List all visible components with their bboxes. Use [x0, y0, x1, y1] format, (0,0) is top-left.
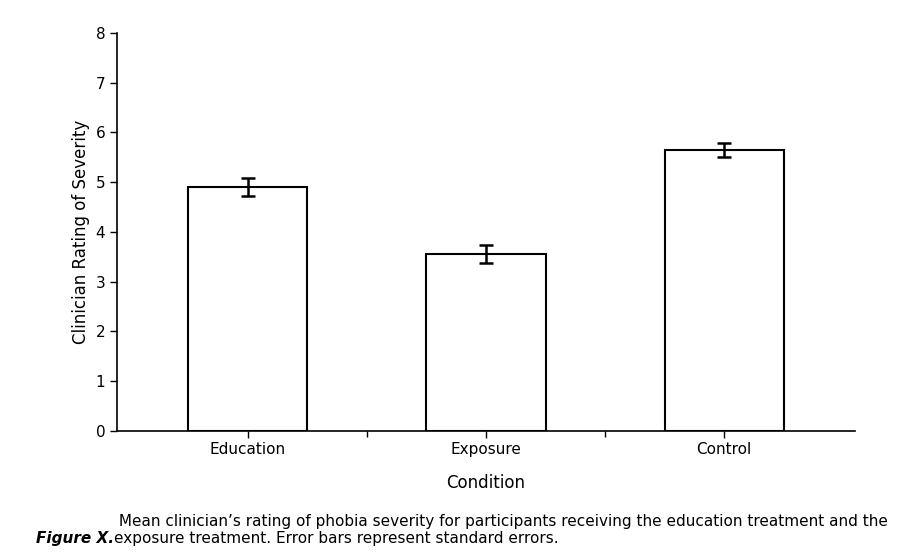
Y-axis label: Clinician Rating of Severity: Clinician Rating of Severity: [72, 120, 90, 344]
Bar: [664, 150, 784, 431]
Text: Figure X.: Figure X.: [36, 532, 114, 546]
Bar: [188, 187, 308, 431]
X-axis label: Condition: Condition: [446, 474, 526, 492]
Bar: [427, 254, 545, 431]
Text: Mean clinician’s rating of phobia severity for participants receiving the educat: Mean clinician’s rating of phobia severi…: [114, 514, 888, 546]
